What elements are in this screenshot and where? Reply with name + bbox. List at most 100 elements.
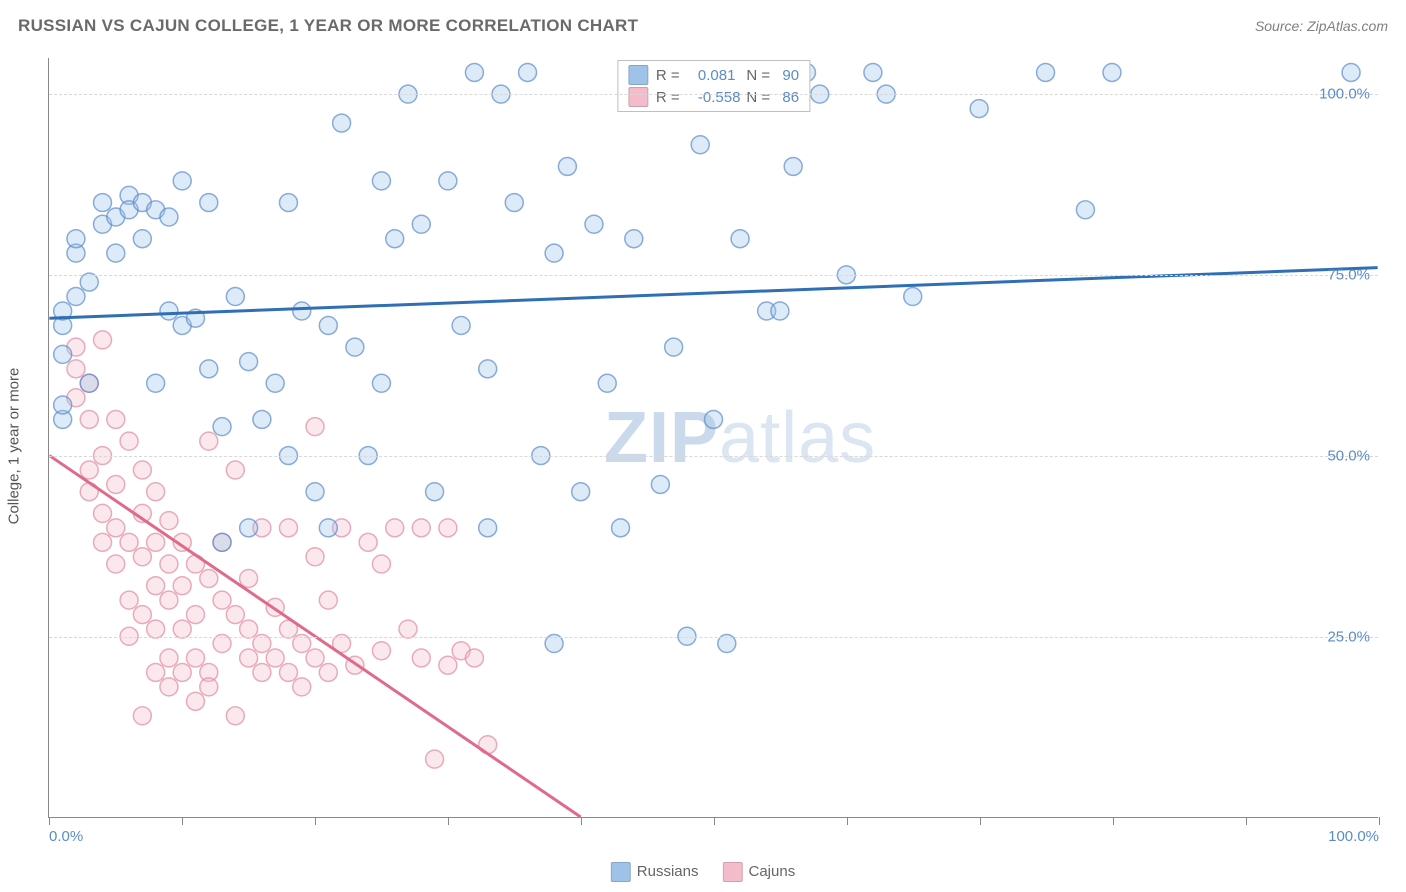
russians-point bbox=[372, 172, 390, 190]
cajuns-point bbox=[240, 649, 258, 667]
cajuns-point bbox=[160, 649, 178, 667]
cajuns-point bbox=[439, 656, 457, 674]
legend-swatch bbox=[611, 862, 631, 882]
russians-point bbox=[67, 288, 85, 306]
y-tick-label: 75.0% bbox=[1327, 267, 1370, 284]
legend-label: Russians bbox=[637, 863, 699, 880]
russians-point bbox=[226, 288, 244, 306]
russians-point bbox=[213, 418, 231, 436]
russians-point bbox=[372, 374, 390, 392]
russians-point bbox=[266, 374, 284, 392]
cajuns-point bbox=[226, 707, 244, 725]
cajuns-point bbox=[94, 331, 112, 349]
page: RUSSIAN VS CAJUN COLLEGE, 1 YEAR OR MORE… bbox=[0, 0, 1406, 892]
russians-point bbox=[598, 374, 616, 392]
x-tick bbox=[448, 817, 449, 825]
russians-point bbox=[147, 374, 165, 392]
cajuns-point bbox=[173, 620, 191, 638]
cajuns-point bbox=[240, 620, 258, 638]
russians-point bbox=[54, 396, 72, 414]
cajuns-point bbox=[372, 642, 390, 660]
russians-point bbox=[412, 215, 430, 233]
cajuns-point bbox=[147, 483, 165, 501]
cajuns-point bbox=[200, 569, 218, 587]
gridline bbox=[49, 637, 1378, 638]
cajuns-point bbox=[160, 555, 178, 573]
russians-point bbox=[1103, 63, 1121, 81]
cajuns-point bbox=[439, 519, 457, 537]
cajuns-point bbox=[426, 750, 444, 768]
russians-point bbox=[452, 316, 470, 334]
russians-point bbox=[94, 194, 112, 212]
cajuns-point bbox=[213, 591, 231, 609]
russians-point bbox=[80, 374, 98, 392]
y-tick-label: 100.0% bbox=[1319, 86, 1370, 103]
russians-point bbox=[545, 244, 563, 262]
cajuns-point bbox=[465, 649, 483, 667]
cajuns-point bbox=[67, 360, 85, 378]
cajuns-point bbox=[160, 512, 178, 530]
cajuns-point bbox=[147, 533, 165, 551]
cajuns-point bbox=[133, 707, 151, 725]
legend-n-value: 90 bbox=[782, 67, 799, 84]
russians-point bbox=[426, 483, 444, 501]
russians-point bbox=[160, 302, 178, 320]
russians-point bbox=[319, 519, 337, 537]
cajuns-point bbox=[306, 418, 324, 436]
cajuns-point bbox=[120, 432, 138, 450]
cajuns-point bbox=[147, 620, 165, 638]
russians-point bbox=[346, 338, 364, 356]
russians-point bbox=[771, 302, 789, 320]
cajuns-point bbox=[412, 519, 430, 537]
cajuns-point bbox=[186, 649, 204, 667]
legend-series: Russians Cajuns bbox=[611, 862, 795, 882]
legend-r-label: R = bbox=[656, 89, 692, 106]
cajuns-point bbox=[200, 432, 218, 450]
x-tick bbox=[315, 817, 316, 825]
cajuns-point bbox=[160, 591, 178, 609]
gridline bbox=[49, 456, 1378, 457]
russians-point bbox=[67, 230, 85, 248]
cajuns-point bbox=[107, 410, 125, 428]
russians-point bbox=[864, 63, 882, 81]
russians-point bbox=[1342, 63, 1360, 81]
russians-point bbox=[784, 157, 802, 175]
russians-point bbox=[904, 288, 922, 306]
cajuns-point bbox=[173, 663, 191, 681]
russians-point bbox=[240, 519, 258, 537]
y-tick-label: 25.0% bbox=[1327, 629, 1370, 646]
cajuns-point bbox=[399, 620, 417, 638]
cajuns-point bbox=[372, 555, 390, 573]
russians-point bbox=[705, 410, 723, 428]
russians-point bbox=[293, 302, 311, 320]
cajuns-point bbox=[226, 606, 244, 624]
russians-point bbox=[279, 194, 297, 212]
russians-point bbox=[240, 353, 258, 371]
cajuns-point bbox=[120, 591, 138, 609]
cajuns-point bbox=[107, 519, 125, 537]
russians-point bbox=[386, 230, 404, 248]
cajuns-point bbox=[133, 461, 151, 479]
cajuns-point bbox=[80, 410, 98, 428]
russians-point bbox=[479, 360, 497, 378]
russians-point bbox=[731, 230, 749, 248]
cajuns-point bbox=[306, 649, 324, 667]
cajuns-point bbox=[133, 548, 151, 566]
legend-n-value: 86 bbox=[782, 89, 799, 106]
russians-point bbox=[465, 63, 483, 81]
legend-r-value: -0.558 bbox=[698, 89, 741, 106]
russians-point bbox=[1076, 201, 1094, 219]
russians-point bbox=[585, 215, 603, 233]
cajuns-point bbox=[186, 606, 204, 624]
russians-point bbox=[107, 244, 125, 262]
header: RUSSIAN VS CAJUN COLLEGE, 1 YEAR OR MORE… bbox=[18, 12, 1388, 40]
cajuns-point bbox=[133, 606, 151, 624]
cajuns-point bbox=[120, 533, 138, 551]
legend-r-label: R = bbox=[656, 67, 692, 84]
russians-point bbox=[970, 100, 988, 118]
x-tick bbox=[980, 817, 981, 825]
legend-item: Cajuns bbox=[723, 862, 796, 882]
cajuns-point bbox=[279, 519, 297, 537]
legend-n-label: N = bbox=[746, 89, 776, 106]
legend-swatch bbox=[628, 65, 648, 85]
